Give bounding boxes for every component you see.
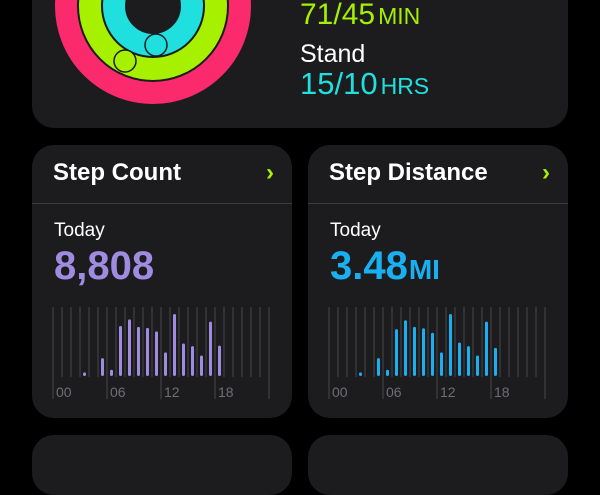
tile-header[interactable]: Step Distance › — [308, 145, 568, 204]
bar-hour-3 — [359, 372, 362, 376]
tile-header[interactable]: Step Count › — [32, 145, 292, 204]
bar-hour-9 — [137, 326, 140, 376]
bar-hour-17 — [209, 321, 212, 376]
bar-hour-5 — [377, 358, 380, 376]
bar-hour-10 — [422, 328, 425, 376]
exercise-unit: MIN — [378, 3, 421, 29]
activity-summary-card[interactable]: 71/45 MIN Stand 15/10 HRS — [32, 0, 568, 128]
bar-hour-11 — [431, 332, 434, 376]
step-distance-value: 3.48MI — [330, 244, 440, 289]
next-tile-left[interactable] — [32, 435, 292, 495]
bar-hour-12 — [164, 352, 167, 376]
bar-hour-9 — [413, 326, 416, 376]
bar-hour-13 — [173, 314, 176, 376]
chevron-right-icon[interactable]: › — [542, 159, 550, 186]
x-tick-label: 18 — [494, 384, 510, 400]
bar-hour-7 — [119, 326, 122, 376]
bar-hour-10 — [146, 327, 149, 376]
bar-hour-6 — [386, 369, 389, 376]
exercise-ring — [79, 0, 227, 80]
bar-hour-13 — [449, 314, 452, 376]
exercise-ring-end — [113, 49, 137, 73]
bar-hour-18 — [218, 345, 221, 376]
bar-hour-8 — [404, 320, 407, 376]
step-count-chart: 00 06 12 18 — [52, 307, 270, 400]
step-distance-chart: 00 06 12 18 — [328, 307, 546, 400]
period-label: Today — [54, 220, 105, 241]
bar-hour-11 — [155, 331, 158, 376]
bar-hour-3 — [83, 372, 86, 376]
tile-title: Step Distance — [329, 159, 488, 186]
bar-hour-16 — [476, 355, 479, 376]
bar-hour-18 — [494, 347, 497, 376]
stand-unit: HRS — [380, 73, 430, 99]
stand-ring-end — [144, 33, 168, 57]
move-ring — [55, 0, 251, 104]
bar-hour-12 — [440, 352, 443, 376]
step-distance-tile[interactable]: Step Distance › Today 3.48MI 00 06 12 18 — [308, 145, 568, 418]
bar-hour-7 — [395, 329, 398, 376]
bar-hour-5 — [101, 358, 104, 376]
step-count-value: 8,808 — [54, 244, 155, 289]
value-number: 8,808 — [54, 244, 155, 288]
bar-hour-6 — [110, 369, 113, 376]
x-tick-label: 06 — [110, 384, 126, 400]
chevron-right-icon[interactable]: › — [266, 159, 274, 186]
activity-rings — [55, 0, 251, 104]
x-tick-label: 00 — [332, 384, 348, 400]
exercise-number: 71/45 — [300, 0, 376, 31]
bar-hour-14 — [182, 343, 185, 376]
value-unit: MI — [408, 254, 440, 285]
x-tick-label: 12 — [440, 384, 456, 400]
x-tick-label: 06 — [386, 384, 402, 400]
stand-number: 15/10 — [300, 66, 378, 101]
bar-hour-17 — [485, 321, 488, 376]
bar-hour-15 — [191, 346, 194, 376]
exercise-value: 71/45 MIN — [300, 0, 420, 30]
x-tick-label: 00 — [56, 384, 72, 400]
stand-value: 15/10 HRS — [300, 68, 429, 99]
bar-hour-8 — [128, 319, 131, 376]
tile-title: Step Count — [53, 159, 181, 186]
x-tick-label: 12 — [164, 384, 180, 400]
next-tile-right[interactable] — [308, 435, 568, 495]
value-number: 3.48 — [330, 244, 408, 288]
bar-hour-16 — [200, 355, 203, 376]
period-label: Today — [330, 220, 381, 241]
step-count-tile[interactable]: Step Count › Today 8,808 00 06 12 18 — [32, 145, 292, 418]
stand-label: Stand — [300, 40, 366, 68]
x-tick-label: 18 — [218, 384, 234, 400]
bar-hour-14 — [458, 342, 461, 376]
bar-hour-15 — [467, 346, 470, 376]
